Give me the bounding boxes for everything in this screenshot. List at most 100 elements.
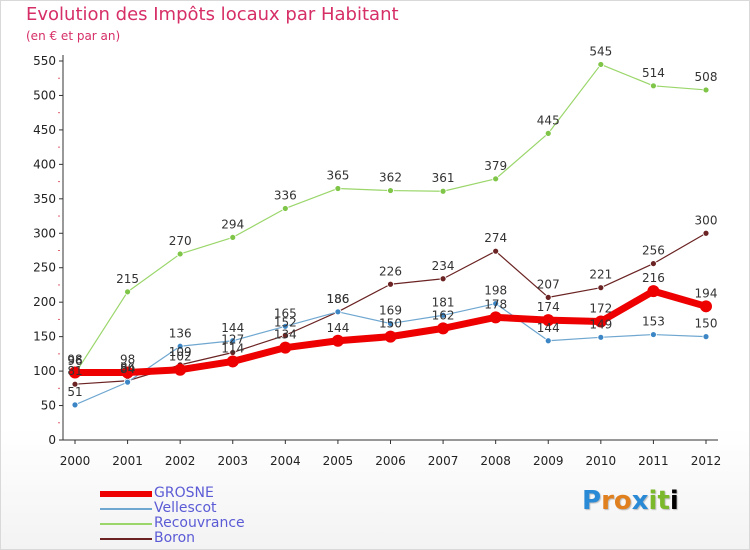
data-label-recouvrance: 508 <box>695 70 718 84</box>
data-point-recouvrance <box>124 288 131 296</box>
data-point-recouvrance <box>439 187 447 195</box>
x-tick-label: 2001 <box>112 454 143 468</box>
data-label-boron: 207 <box>537 277 560 291</box>
data-label-boron: 86 <box>120 361 135 375</box>
data-label-boron: 186 <box>326 292 349 306</box>
data-label-vellescot: 169 <box>379 304 402 318</box>
legend-label: Vellescot <box>154 500 217 516</box>
data-point-recouvrance <box>544 129 552 137</box>
x-tick-label: 2003 <box>217 454 248 468</box>
data-label-recouvrance: 96 <box>67 354 82 368</box>
data-label-recouvrance: 379 <box>484 159 507 173</box>
x-tick-label: 2000 <box>60 454 91 468</box>
data-label-boron: 274 <box>484 231 507 245</box>
data-point-recouvrance <box>176 250 184 258</box>
data-label-grosne: 178 <box>484 297 507 311</box>
data-label-recouvrance: 545 <box>589 44 612 58</box>
data-point-grosne <box>542 314 555 327</box>
data-label-recouvrance: 336 <box>274 188 297 202</box>
data-label-boron: 109 <box>169 345 192 359</box>
data-point-boron <box>650 260 657 267</box>
data-point-boron <box>281 331 289 339</box>
y-tick-label: 350 <box>33 192 56 206</box>
data-point-vellescot <box>176 342 184 350</box>
y-tick-label: 300 <box>33 226 56 240</box>
data-label-grosne: 194 <box>695 286 718 300</box>
data-label-recouvrance: 362 <box>379 171 402 185</box>
legend-item-vellescot: Vellescot <box>100 500 340 516</box>
data-point-vellescot <box>439 311 447 319</box>
data-point-vellescot <box>334 308 342 316</box>
data-point-boron <box>439 275 447 283</box>
data-point-recouvrance <box>492 175 500 183</box>
data-label-recouvrance: 294 <box>221 217 244 231</box>
data-label-recouvrance: 361 <box>432 171 455 185</box>
data-point-grosne <box>174 363 187 376</box>
data-label-boron: 127 <box>221 332 244 346</box>
data-label-grosne: 114 <box>221 341 244 355</box>
data-label-grosne: 98 <box>120 352 135 366</box>
data-label-grosne: 102 <box>169 350 192 364</box>
data-label-vellescot: 181 <box>432 295 455 309</box>
legend-label: GROSNE <box>154 485 214 501</box>
data-point-vellescot <box>387 320 394 327</box>
x-tick-label: 2002 <box>165 454 196 468</box>
data-point-boron <box>544 293 552 301</box>
data-point-vellescot <box>124 378 131 386</box>
data-label-vellescot: 84 <box>120 362 135 376</box>
data-label-grosne: 144 <box>326 321 349 335</box>
x-tick-label: 2007 <box>428 454 459 468</box>
data-point-vellescot <box>71 401 79 409</box>
data-point-vellescot <box>492 300 500 307</box>
y-tick-label: 50 <box>41 399 56 413</box>
y-tick-label: 100 <box>33 364 56 378</box>
y-tick-label: 250 <box>33 261 56 275</box>
proxiti-logo: Proxiti <box>582 486 679 516</box>
legend-swatch-recouvrance <box>100 523 152 525</box>
data-point-grosne <box>69 366 81 379</box>
legend-item-recouvrance: Recouvrance <box>100 515 340 531</box>
y-tick-label: 400 <box>33 157 56 171</box>
data-point-recouvrance <box>702 86 710 94</box>
data-point-boron <box>597 284 605 292</box>
data-label-recouvrance: 514 <box>642 66 665 80</box>
data-label-boron: 221 <box>589 268 612 282</box>
data-point-recouvrance <box>281 205 289 212</box>
data-label-boron: 226 <box>379 264 402 278</box>
data-label-recouvrance: 365 <box>326 168 349 182</box>
y-tick-label: 150 <box>33 330 56 344</box>
data-label-grosne: 174 <box>537 300 560 314</box>
data-label-boron: 256 <box>642 244 665 258</box>
data-point-grosne <box>226 355 239 368</box>
data-label-boron: 81 <box>67 364 82 378</box>
legend: GROSNE Vellescot Recouvrance Boron <box>100 485 340 546</box>
data-label-boron: 152 <box>274 315 297 329</box>
data-label-vellescot: 144 <box>537 321 560 335</box>
data-point-boron <box>492 247 500 255</box>
data-label-recouvrance: 270 <box>169 234 192 248</box>
data-point-vellescot <box>281 322 289 330</box>
data-label-vellescot: 144 <box>221 321 244 335</box>
data-point-grosne <box>121 366 134 379</box>
data-point-boron <box>702 229 710 237</box>
data-label-boron: 300 <box>695 213 718 227</box>
data-label-grosne: 162 <box>432 308 455 322</box>
y-tick-label: 450 <box>33 123 56 137</box>
legend-swatch-grosne <box>100 491 152 497</box>
data-point-boron <box>71 380 79 388</box>
x-tick-label: 2005 <box>323 454 354 468</box>
data-point-vellescot <box>650 331 657 338</box>
data-point-grosne <box>489 311 502 324</box>
data-point-recouvrance <box>334 185 342 192</box>
x-tick-label: 2010 <box>586 454 617 468</box>
x-tick-label: 2012 <box>691 454 722 468</box>
data-point-boron <box>387 280 394 288</box>
data-point-recouvrance <box>229 234 237 241</box>
data-point-grosne <box>647 285 660 298</box>
x-tick-label: 2008 <box>480 454 511 468</box>
data-label-vellescot: 165 <box>274 306 297 320</box>
data-label-grosne: 216 <box>642 271 665 285</box>
chart-title: Evolution des Impôts locaux par Habitant <box>26 4 399 25</box>
